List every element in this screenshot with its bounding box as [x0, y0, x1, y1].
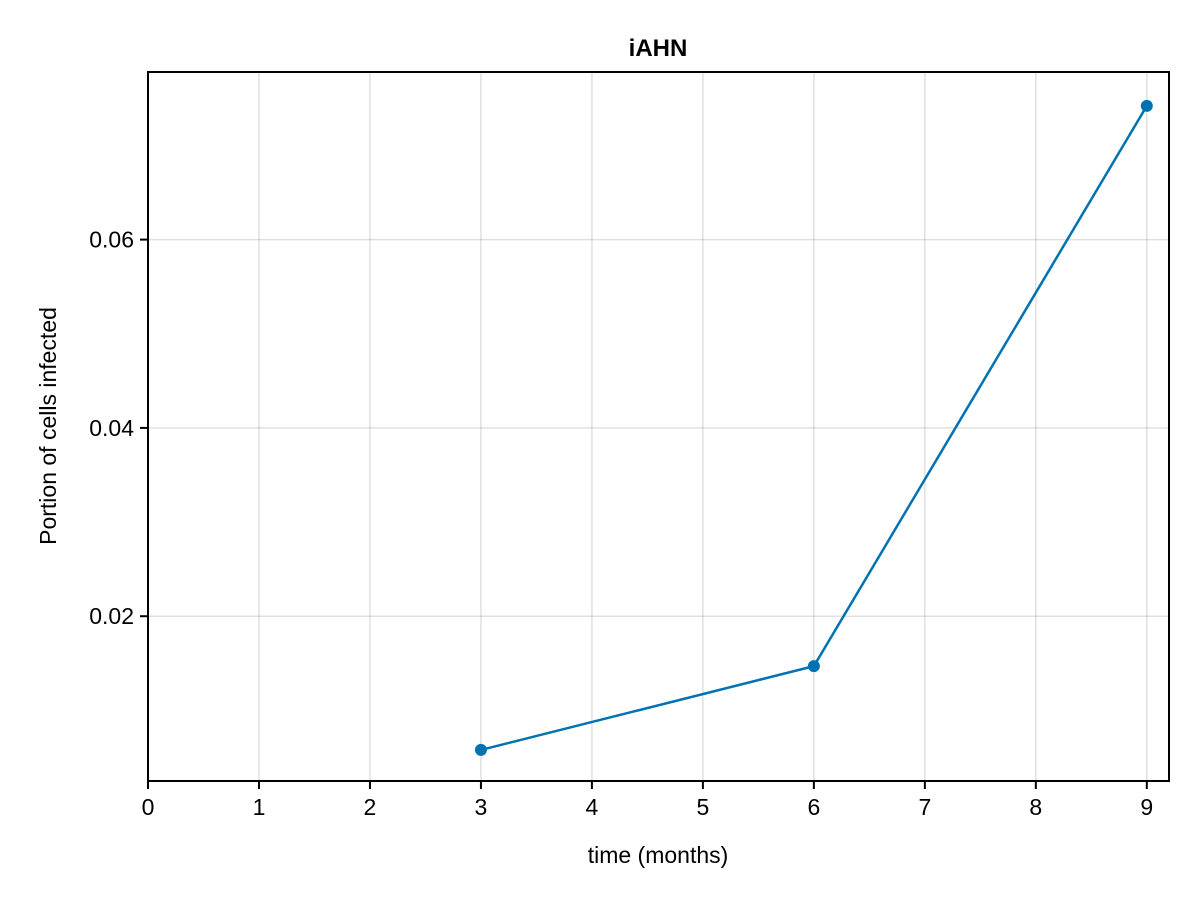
data-point [1140, 99, 1153, 112]
ticks: 0 1 2 3 4 5 6 7 8 9 0.02 0.04 0.06 [89, 227, 1153, 820]
x-tick-label: 3 [475, 794, 488, 820]
chart-title: iAHN [629, 35, 688, 62]
x-tick-label: 0 [142, 794, 155, 820]
x-tick-label: 9 [1140, 794, 1153, 820]
data-point [474, 743, 487, 756]
x-tick-label: 2 [364, 794, 377, 820]
y-tick-label: 0.06 [89, 227, 134, 253]
x-tick-label: 8 [1029, 794, 1042, 820]
y-axis-label: Portion of cells infected [35, 307, 61, 545]
x-axis-label: time (months) [588, 842, 729, 868]
series-layer [474, 99, 1153, 756]
x-tick-label: 6 [807, 794, 820, 820]
y-tick-label: 0.04 [89, 415, 134, 441]
plot-frame [147, 71, 1170, 782]
x-tick-label: 5 [696, 794, 709, 820]
data-point [807, 660, 820, 673]
x-tick-label: 4 [586, 794, 599, 820]
x-tick-label: 1 [253, 794, 266, 820]
grid [147, 72, 1169, 781]
x-tick-label: 7 [918, 794, 931, 820]
y-tick-label: 0.02 [89, 603, 134, 629]
